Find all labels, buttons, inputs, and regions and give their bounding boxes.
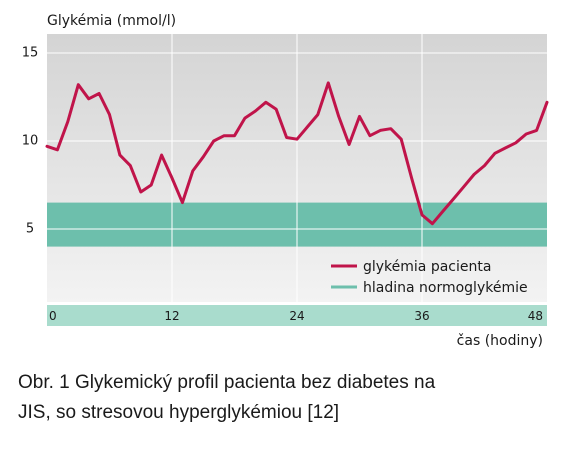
x-tick-label: 48	[528, 309, 543, 323]
legend: glykémia pacienta hladina normoglykémie	[331, 259, 528, 296]
y-tick-label: 10	[22, 134, 39, 149]
x-axis-strip	[47, 305, 547, 326]
legend-label-normoglycemia: hladina normoglykémie	[363, 280, 528, 296]
x-tick-label: 0	[49, 309, 57, 323]
x-tick-label: 36	[414, 309, 429, 323]
y-tick-label: 5	[26, 222, 34, 237]
caption-line-1: Obr. 1 Glykemický profil pacienta bez di…	[18, 372, 436, 393]
y-tick-label: 15	[22, 46, 39, 61]
grid	[47, 34, 547, 302]
legend-label-glycemia: glykémia pacienta	[363, 259, 491, 275]
x-axis-label: čas (hodiny)	[457, 333, 543, 349]
figure-caption: Obr. 1 Glykemický profil pacienta bez di…	[18, 368, 548, 428]
x-tick-label: 12	[164, 309, 179, 323]
glycemia-chart: Glykémia (mmol/l) čas (hodiny) 15 10 5 0…	[22, 13, 549, 349]
x-tick-label: 24	[289, 309, 304, 323]
series-line-glycemia	[45, 81, 549, 226]
y-axis-label: Glykémia (mmol/l)	[47, 13, 176, 29]
caption-line-2: JIS, so stresovou hyperglykémiou [12]	[18, 402, 340, 423]
